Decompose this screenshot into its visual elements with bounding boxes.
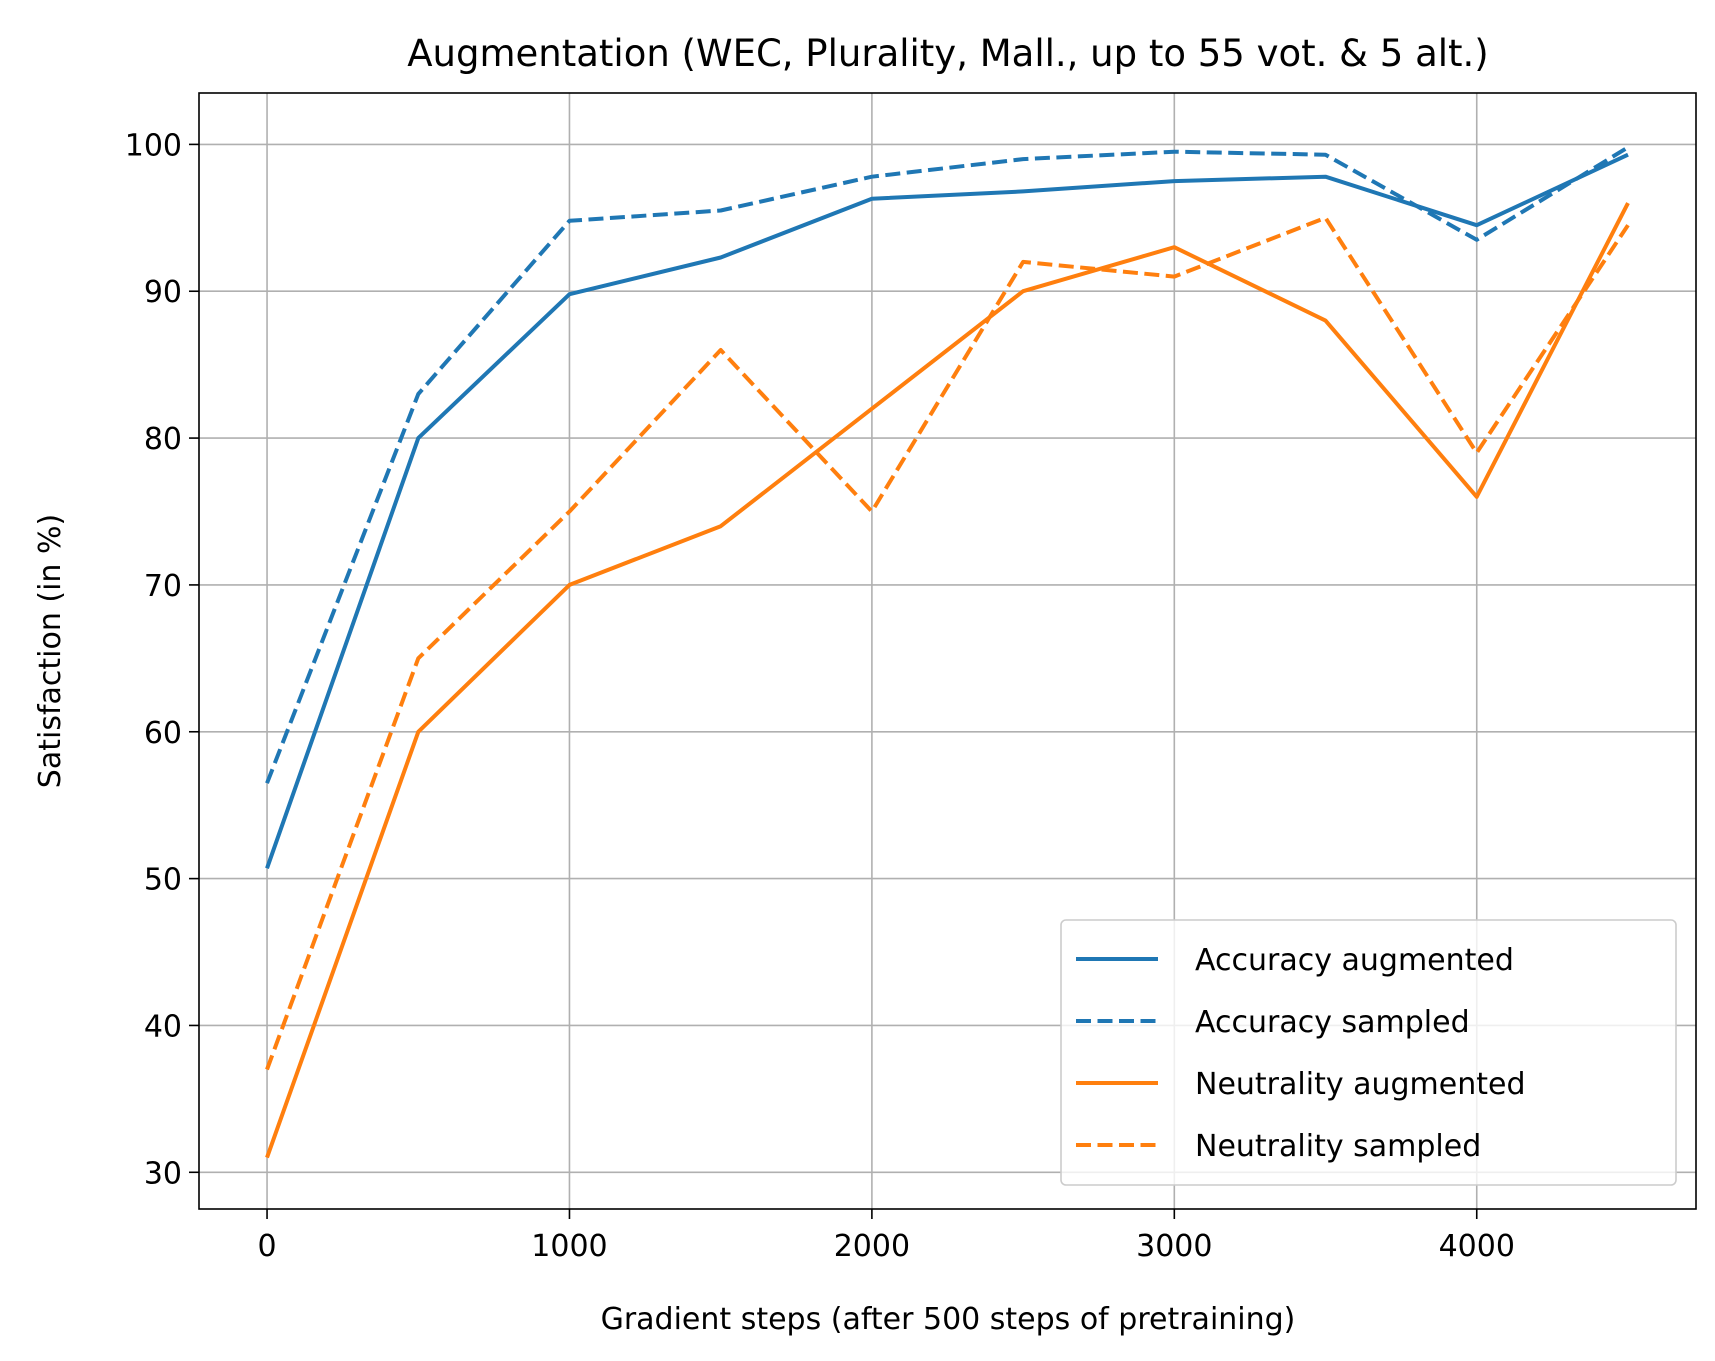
y-axis-label: Satisfaction (in %) [33, 514, 68, 788]
series-line-accuracy-sampled [265, 145, 1630, 784]
x-tick-label: 4000 [1439, 1229, 1515, 1264]
legend-label-neutrality-sampled: Neutrality sampled [1195, 1129, 1481, 1164]
legend-label-neutrality-augmented: Neutrality augmented [1195, 1067, 1526, 1102]
y-tick-label: 60 [144, 716, 182, 751]
series-line-accuracy-augmented [265, 152, 1629, 869]
series-line-neutrality-augmented [265, 202, 1630, 1159]
x-tick-label: 2000 [834, 1229, 910, 1264]
y-tick-label: 100 [125, 128, 182, 163]
y-tick-label: 50 [144, 863, 182, 898]
x-axis-ticks: 0 1000 2000 3000 4000 [257, 1209, 1515, 1264]
legend-label-accuracy-sampled: Accuracy sampled [1195, 1005, 1470, 1040]
series-layer [265, 145, 1630, 1159]
x-axis-label: Gradient steps (after 500 steps of pretr… [601, 1302, 1296, 1337]
legend-label-accuracy-augmented: Accuracy augmented [1195, 943, 1514, 978]
legend-box [1060, 919, 1677, 1186]
series-line-neutrality-sampled [265, 215, 1630, 1071]
x-tick-label: 3000 [1136, 1229, 1212, 1264]
legend: Accuracy augmented Accuracy sampled Neutra… [1060, 919, 1677, 1186]
x-tick-label: 0 [257, 1229, 276, 1264]
y-tick-label: 90 [144, 275, 182, 310]
x-tick-label: 1000 [531, 1229, 607, 1264]
gridlines [199, 93, 1696, 1209]
y-tick-label: 70 [144, 569, 182, 604]
chart-title: Augmentation (WEC, Plurality, Mall., up … [407, 32, 1489, 75]
y-tick-label: 30 [144, 1156, 182, 1191]
y-tick-label: 40 [144, 1009, 182, 1044]
plot-area-frame [198, 92, 1697, 1210]
y-axis-ticks: 30 40 50 60 70 80 90 100 [125, 128, 199, 1191]
y-tick-label: 80 [144, 422, 182, 457]
